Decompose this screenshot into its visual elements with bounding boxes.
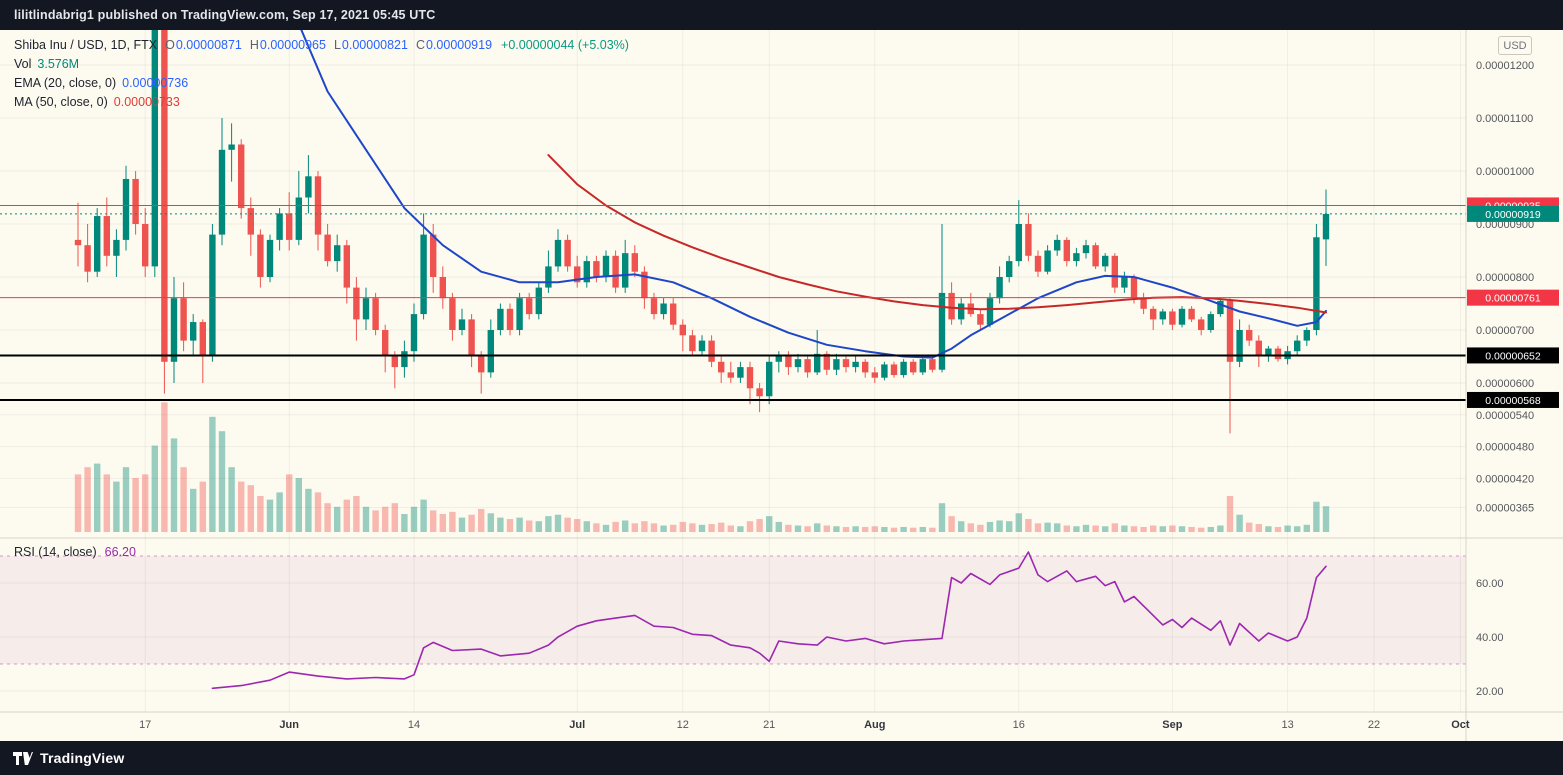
svg-text:0.00000600: 0.00000600: [1476, 378, 1534, 390]
high-label: H: [249, 37, 259, 52]
ema-row[interactable]: EMA (20, close, 0) 0.00000736: [14, 73, 629, 92]
rsi-line: [211, 551, 1327, 690]
volume-value: 3.576M: [37, 56, 80, 71]
svg-text:21: 21: [763, 719, 775, 731]
tradingview-logo-icon[interactable]: [13, 751, 33, 766]
svg-text:0.00000800: 0.00000800: [1476, 272, 1534, 284]
svg-text:0.00001100: 0.00001100: [1476, 113, 1533, 125]
svg-text:0.00001200: 0.00001200: [1476, 60, 1534, 72]
svg-text:17: 17: [139, 719, 151, 731]
low-label: L: [333, 37, 341, 52]
close-label: C: [415, 37, 425, 52]
svg-text:Aug: Aug: [864, 719, 885, 731]
volume-label: Vol: [14, 56, 32, 71]
svg-text:0.00000919: 0.00000919: [1485, 209, 1541, 221]
open-value: 0.00000871: [175, 37, 242, 52]
svg-text:14: 14: [408, 719, 420, 731]
close-value: 0.00000919: [426, 37, 493, 52]
time-axis-labels: 17 Jun 14 Jul 12 21 Aug 16 Sep 13 22 Oct: [139, 719, 1470, 731]
rsi-legend-row[interactable]: RSI (14, close) 66.20: [14, 542, 136, 561]
open-label: O: [165, 37, 175, 52]
symbol-title[interactable]: Shiba Inu / USD, 1D, FTX: [14, 37, 158, 52]
svg-text:0.00000652: 0.00000652: [1485, 350, 1541, 362]
ma-label: MA (50, close, 0): [14, 94, 108, 109]
svg-text:16: 16: [1013, 719, 1025, 731]
currency-toggle-button[interactable]: USD: [1498, 36, 1532, 55]
symbol-row[interactable]: Shiba Inu / USD, 1D, FTX O 0.00000871 H 0.…: [14, 35, 629, 54]
candles-layer: [74, 30, 1330, 434]
price-legend: Shiba Inu / USD, 1D, FTX O 0.00000871 H 0.…: [14, 35, 629, 111]
grid-layer: [0, 30, 1466, 712]
change-value: +0.00000044 (+5.03%): [501, 37, 629, 52]
svg-text:Jul: Jul: [569, 719, 585, 731]
ma-row[interactable]: MA (50, close, 0) 0.00000733: [14, 92, 629, 111]
svg-text:0.00000480: 0.00000480: [1476, 442, 1534, 454]
svg-text:40.00: 40.00: [1476, 632, 1504, 644]
svg-text:0.00000900: 0.00000900: [1476, 219, 1534, 231]
low-value: 0.00000821: [341, 37, 408, 52]
price-rsi-chart-svg[interactable]: 0.00001200 0.00001100 0.00001000 0.00000900…: [0, 30, 1563, 741]
footer-bar: TradingView: [0, 741, 1563, 775]
rsi-band: [0, 555, 1466, 665]
publish-header: lilitlindabrig1 published on TradingView…: [0, 0, 1563, 30]
svg-text:20.00: 20.00: [1476, 686, 1504, 698]
svg-text:Jun: Jun: [279, 719, 299, 731]
publish-text: lilitlindabrig1 published on TradingView…: [14, 8, 436, 22]
svg-text:0.00000568: 0.00000568: [1485, 395, 1541, 407]
rsi-label: RSI (14, close): [14, 544, 97, 559]
svg-text:Oct: Oct: [1451, 719, 1470, 731]
svg-text:13: 13: [1281, 719, 1293, 731]
ma50-line: [547, 154, 1327, 314]
svg-text:12: 12: [677, 719, 689, 731]
ema-label: EMA (20, close, 0): [14, 75, 117, 90]
price-level-labels: 0.000009350.000009190.000007610.00000652…: [1467, 197, 1559, 408]
svg-text:0.00000540: 0.00000540: [1476, 410, 1534, 422]
svg-text:60.00: 60.00: [1476, 578, 1504, 590]
high-value: 0.00000965: [259, 37, 326, 52]
volume-row[interactable]: Vol 3.576M: [14, 54, 629, 73]
ma-value: 0.00000733: [113, 94, 180, 109]
price-axis[interactable]: [1466, 30, 1563, 712]
ema-value: 0.00000736: [122, 75, 189, 90]
svg-text:0.00000420: 0.00000420: [1476, 473, 1534, 485]
pane-borders: [0, 30, 1563, 741]
svg-text:0.00000761: 0.00000761: [1485, 293, 1541, 305]
price-axis-labels: 0.00001200 0.00001100 0.00001000 0.00000900…: [1476, 60, 1534, 515]
rsi-axis-labels: 60.00 40.00 20.00: [1476, 578, 1504, 698]
svg-text:0.00000700: 0.00000700: [1476, 325, 1534, 337]
svg-text:0.00000365: 0.00000365: [1476, 503, 1534, 515]
svg-text:22: 22: [1368, 719, 1380, 731]
volume-layer: [74, 402, 1330, 532]
rsi-value: 66.20: [104, 544, 136, 559]
levels-layer: [0, 204, 1466, 401]
svg-text:0.00001000: 0.00001000: [1476, 166, 1534, 178]
tradingview-wordmark[interactable]: TradingView: [40, 750, 125, 766]
svg-text:Sep: Sep: [1162, 719, 1182, 731]
time-axis[interactable]: [0, 712, 1466, 741]
chart-area[interactable]: 0.00001200 0.00001100 0.00001000 0.00000900…: [0, 30, 1563, 741]
